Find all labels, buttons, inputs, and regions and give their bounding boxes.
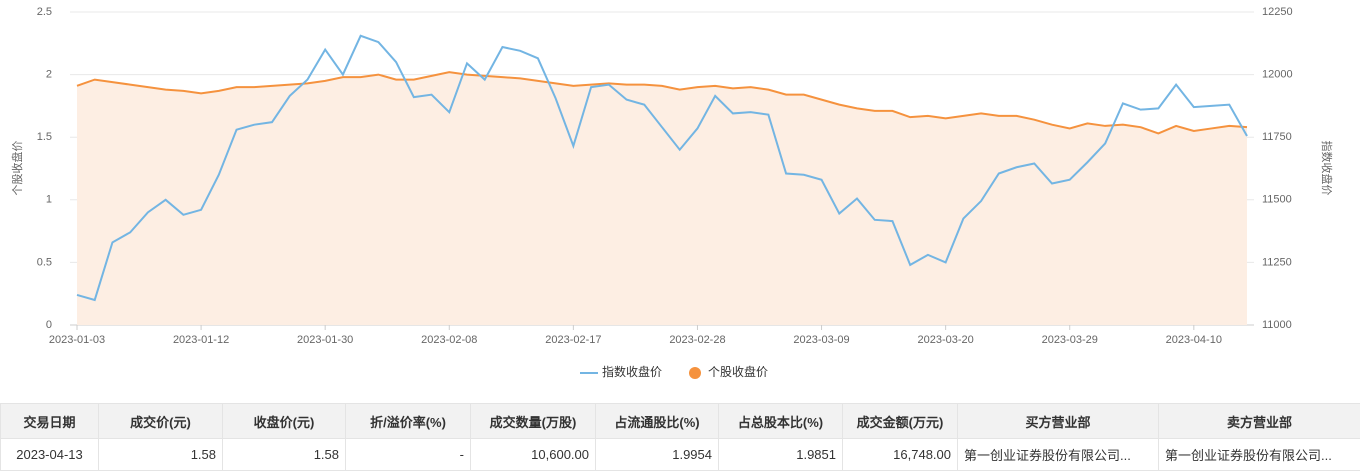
y2-tick-label: 12250 bbox=[1262, 6, 1293, 18]
legend-icon bbox=[689, 367, 701, 379]
table-cell: 1.58 bbox=[98, 438, 223, 471]
table-cell: 2023-04-13 bbox=[0, 438, 99, 471]
x-tick-label: 2023-02-17 bbox=[545, 334, 601, 346]
y2-tick-label: 12000 bbox=[1262, 69, 1293, 81]
y-tick-label: 0 bbox=[46, 319, 52, 331]
series-line bbox=[76, 71, 1248, 135]
x-tick-label: 2023-02-08 bbox=[421, 334, 477, 346]
y-tick-label: 0.5 bbox=[37, 256, 52, 268]
legend-label: 个股收盘价 bbox=[708, 364, 768, 379]
table-cell: 10,600.00 bbox=[470, 438, 596, 471]
y-tick-label: 2.5 bbox=[37, 6, 52, 18]
table-header-cell: 成交数量(万股) bbox=[470, 403, 596, 439]
table-row: 2023-04-13 1.58 1.58-10,600.00 1.9954 1.9851… bbox=[0, 438, 1360, 471]
table-cell: - bbox=[345, 438, 471, 471]
table-cell: 1.9851 bbox=[718, 438, 843, 471]
table-header-cell: 交易日期 bbox=[0, 403, 99, 439]
area bbox=[77, 72, 1247, 325]
table-header-cell: 买方营业部 bbox=[957, 403, 1159, 439]
x-tick-label: 2023-03-09 bbox=[793, 334, 849, 346]
table-header-cell: 折/溢价率(%) bbox=[345, 403, 471, 439]
table-cell: 1.58 bbox=[222, 438, 346, 471]
table-header-cell: 占流通股比(%) bbox=[595, 403, 719, 439]
x-tick-label: 2023-04-10 bbox=[1166, 334, 1222, 346]
y2-axis-label: 指数收盘价 bbox=[1320, 141, 1334, 196]
table-cell: 第一创业证券股份有限公司... bbox=[957, 438, 1159, 471]
x-tick-label: 2023-03-20 bbox=[917, 334, 973, 346]
x-tick-label: 2023-01-12 bbox=[173, 334, 229, 346]
table-header-cell: 收盘价(元) bbox=[222, 403, 346, 439]
x-tick-label: 2023-01-30 bbox=[297, 334, 353, 346]
chart: 个股收盘价 指数收盘价 0 0.5 1 1.5 2 2.5 11000 11250 11500 1… bbox=[10, 6, 1334, 379]
legend-label: 指数收盘价 bbox=[602, 364, 662, 379]
table-header-cell: 占总股本比(%) bbox=[718, 403, 843, 439]
y2-tick-label: 11250 bbox=[1262, 256, 1292, 268]
table-cell: 第一创业证券股份有限公司... bbox=[1158, 438, 1360, 471]
y-axis-label: 个股收盘价 bbox=[10, 141, 24, 196]
y2-tick-label: 11000 bbox=[1262, 319, 1292, 331]
y2-tick-label: 11750 bbox=[1262, 131, 1292, 143]
table-cell: 16,748.00 bbox=[842, 438, 958, 471]
table-header-cell: 卖方营业部 bbox=[1158, 403, 1360, 439]
table-cell: 1.9954 bbox=[595, 438, 719, 471]
x-tick-label: 2023-03-29 bbox=[1042, 334, 1098, 346]
x-tick-label: 2023-02-28 bbox=[669, 334, 725, 346]
y-tick-label: 1 bbox=[46, 194, 52, 206]
series-line bbox=[76, 34, 1248, 302]
y-tick-label: 2 bbox=[46, 69, 52, 81]
table-header-cell: 成交金额(万元) bbox=[842, 403, 958, 439]
x-tick-label: 2023-01-03 bbox=[49, 334, 105, 346]
trade-table: 交易日期 成交价(元) 收盘价(元) 折/溢价率(%) 成交数量(万股) 占流通股比(%)… bbox=[0, 403, 1360, 471]
table-header-cell: 成交价(元) bbox=[98, 403, 223, 439]
y2-tick-label: 11500 bbox=[1262, 194, 1292, 206]
y-tick-label: 1.5 bbox=[37, 131, 52, 143]
